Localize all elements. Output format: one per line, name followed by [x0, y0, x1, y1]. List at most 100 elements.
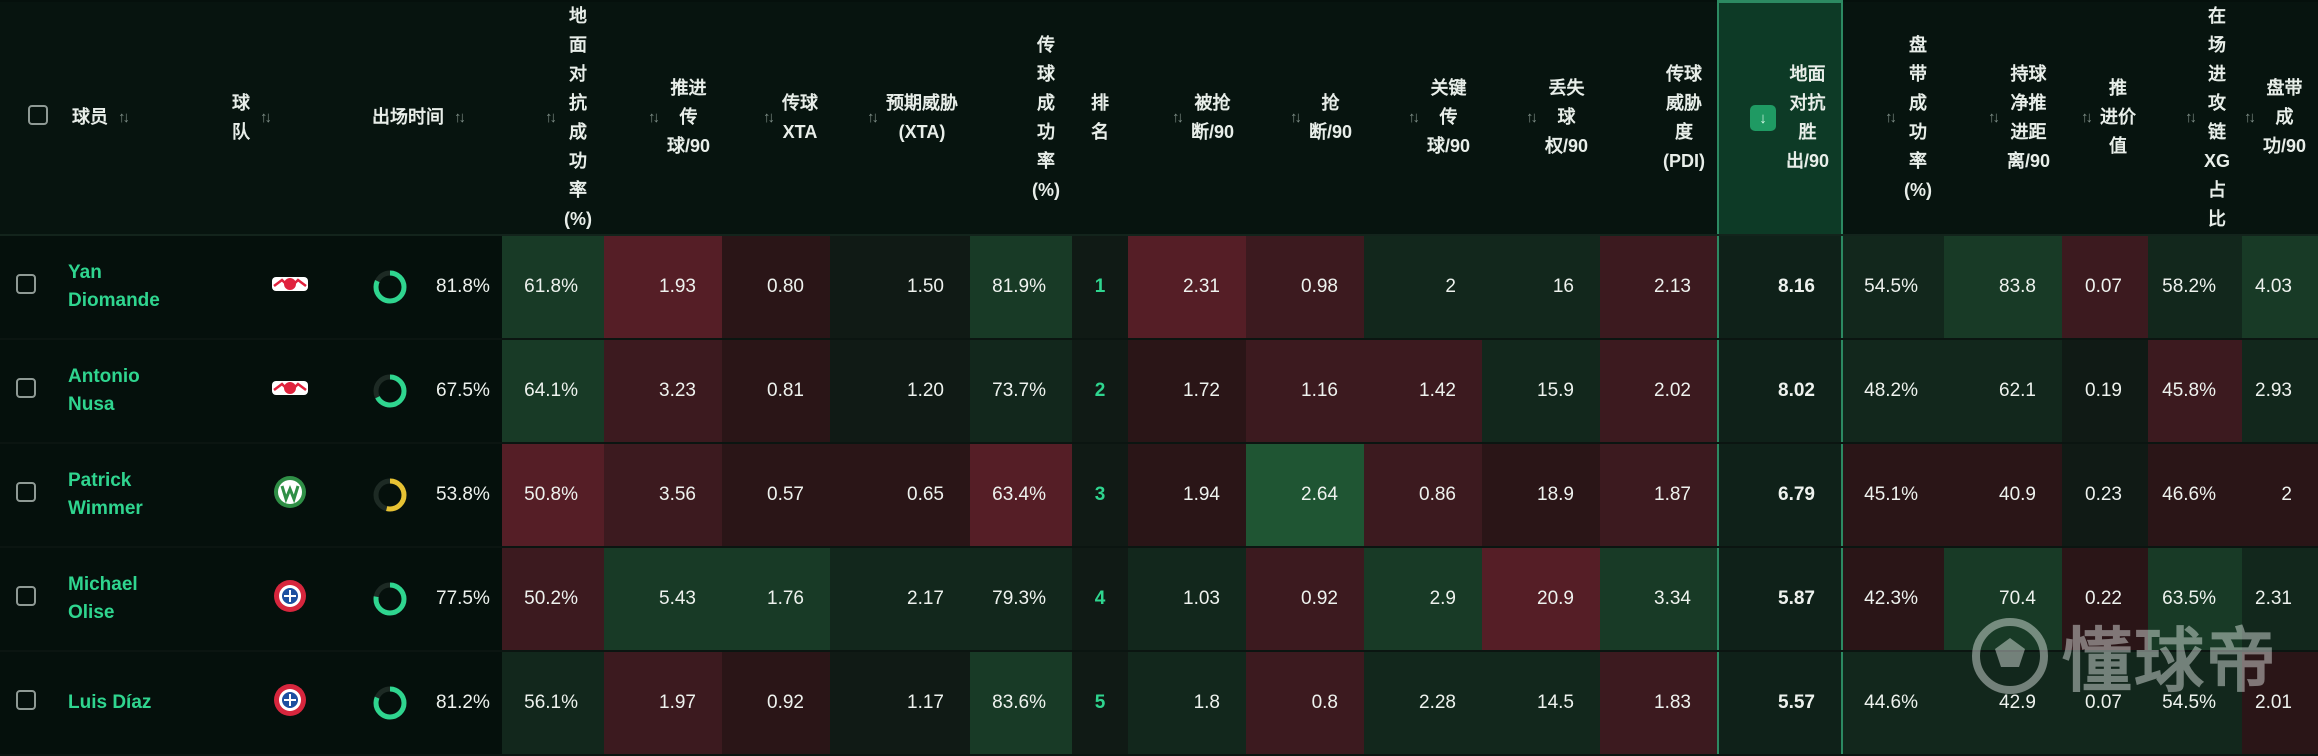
- col-header-exp-threat[interactable]: ↑↓ 预期威胁 (XTA): [830, 1, 970, 236]
- col-header-carry-dist[interactable]: ↑↓ 持球 净推 进距 离/90: [1944, 1, 2062, 236]
- cell-prog-value: 0.07: [2062, 650, 2148, 756]
- col-header-player[interactable]: 球员 ↑↓: [60, 1, 220, 236]
- col-header-tackles[interactable]: ↑↓ 抢 断/90: [1246, 1, 1364, 236]
- sort-icon[interactable]: ↑↓: [1407, 109, 1420, 126]
- arrow-down-icon[interactable]: ↓: [1749, 105, 1776, 132]
- cell-key-pass: 1.42: [1364, 338, 1482, 444]
- row-checkbox[interactable]: [16, 585, 36, 606]
- cell-exp-threat: 1.50: [830, 234, 970, 340]
- sort-icon[interactable]: ↑↓: [1289, 109, 1302, 126]
- cell-dispossessed: 1.03: [1128, 546, 1246, 652]
- col-header-rank[interactable]: 排 名: [1072, 1, 1128, 236]
- cell-pass-pct: 63.4%: [970, 442, 1072, 548]
- cell-ground-duel-pct: 64.1%: [502, 338, 604, 444]
- cell-rank: 4: [1072, 546, 1128, 652]
- minutes-ring-icon: [372, 269, 408, 305]
- sort-icon[interactable]: ↑↓: [1885, 109, 1897, 126]
- col-header-dispossessed[interactable]: ↑↓ 被抢 断/90: [1128, 1, 1246, 236]
- col-header-ground-duel-won[interactable]: ↓ 地面 对抗 胜 出/90: [1717, 0, 1843, 236]
- col-header-prog-value[interactable]: ↑↓ 推 进价 值: [2062, 1, 2148, 236]
- sort-icon[interactable]: ↑↓: [2184, 109, 2197, 126]
- col-header-dribble-pct[interactable]: ↑↓ 盘 带 成 功 率 (%): [1842, 1, 1944, 236]
- col-header-pass-xta[interactable]: ↑↓ 传球 XTA: [722, 1, 830, 236]
- col-header-dribbles[interactable]: ↑↓ 盘带 成 功/90: [2242, 1, 2318, 236]
- cell-ground-duel-pct: 50.8%: [502, 442, 604, 548]
- table-row[interactable]: Antonio Nusa 67.5% 64.1% 3.23 0.81 1.20 73.7% 2…: [0, 338, 2318, 444]
- col-header-key-pass[interactable]: ↑↓ 关键 传 球/90: [1364, 1, 1482, 236]
- header-label: 地 面 对 抗 成 功 率 (%): [564, 5, 592, 229]
- cell-dispossessed: 1.72: [1128, 338, 1246, 444]
- sort-icon[interactable]: ↑↓: [260, 109, 272, 126]
- cell-pass-xta: 0.92: [722, 650, 830, 756]
- cell-tackles: 2.64: [1246, 442, 1364, 548]
- col-header-pdi[interactable]: 传球 威胁 度 (PDI): [1600, 1, 1718, 236]
- header-label: 盘 带 成 功 率 (%): [1904, 34, 1932, 200]
- col-header-ground-duel-pct[interactable]: ↑↓ 地 面 对 抗 成 功 率 (%): [502, 1, 604, 236]
- cell-key-pass: 0.86: [1364, 442, 1482, 548]
- sort-icon[interactable]: ↑↓: [545, 109, 557, 126]
- sort-icon[interactable]: ↑↓: [647, 109, 660, 126]
- row-checkbox[interactable]: [16, 689, 36, 710]
- minutes-cell: 81.2%: [360, 650, 502, 756]
- sort-icon[interactable]: ↑↓: [1525, 109, 1538, 126]
- rb-leipzig-crest-icon: [270, 380, 310, 406]
- cell-carry-dist: 70.4: [1944, 546, 2062, 652]
- sort-icon[interactable]: ↑↓: [1987, 109, 2000, 126]
- select-all-checkbox[interactable]: [28, 105, 48, 125]
- cell-dribble-pct: 54.5%: [1842, 234, 1944, 340]
- team-cell: [220, 234, 360, 340]
- sort-icon[interactable]: ↑↓: [118, 109, 130, 126]
- sort-icon[interactable]: ↑↓: [1171, 109, 1184, 126]
- cell-pass-pct: 73.7%: [970, 338, 1072, 444]
- sort-icon[interactable]: ↑↓: [2243, 109, 2256, 126]
- sort-icon[interactable]: ↑↓: [867, 109, 879, 126]
- row-checkbox[interactable]: [16, 377, 36, 398]
- cell-pdi: 2.02: [1600, 338, 1718, 444]
- cell-dribble-pct: 45.1%: [1842, 442, 1944, 548]
- header-label: 关键 传 球/90: [1426, 78, 1470, 156]
- cell-carry-dist: 62.1: [1944, 338, 2062, 444]
- cell-pass-xta: 1.76: [722, 546, 830, 652]
- table-row[interactable]: Luis Díaz 81.2% 56.1% 1.97 0.92 1.17 83.6% 5 1.8…: [0, 650, 2318, 756]
- header-label: 被抢 断/90: [1190, 92, 1234, 142]
- cell-pdi: 3.34: [1600, 546, 1718, 652]
- col-header-pass-pct[interactable]: 传 球 成 功 率 (%): [970, 1, 1072, 236]
- header-label: 推 进价 值: [2100, 78, 2136, 156]
- cell-xg-chain: 54.5%: [2148, 650, 2242, 756]
- sort-icon[interactable]: ↑↓: [454, 109, 466, 126]
- minutes-ring-icon: [372, 685, 408, 721]
- cell-exp-threat: 0.65: [830, 442, 970, 548]
- cell-pass-pct: 81.9%: [970, 234, 1072, 340]
- player-name[interactable]: Patrick Wimmer: [60, 442, 220, 548]
- col-header-team[interactable]: 球 队 ↑↓: [220, 1, 360, 236]
- sort-icon[interactable]: ↑↓: [2081, 109, 2093, 126]
- player-name[interactable]: Antonio Nusa: [60, 338, 220, 444]
- player-name[interactable]: Luis Díaz: [60, 650, 220, 756]
- player-name[interactable]: Yan Diomande: [60, 234, 220, 340]
- cell-prog-pass: 1.97: [604, 650, 722, 756]
- sort-icon[interactable]: ↑↓: [763, 109, 775, 126]
- col-header-xg-chain[interactable]: ↑↓ 在 场 进 攻 链 XG 占 比: [2148, 1, 2242, 236]
- minutes-ring-icon: [372, 373, 408, 409]
- table-row[interactable]: Michael Olise 77.5% 50.2% 5.43 1.76 2.17 79.3%…: [0, 546, 2318, 652]
- cell-dispossessed: 1.94: [1128, 442, 1246, 548]
- col-header-minutes[interactable]: 出场时间 ↑↓: [360, 1, 502, 236]
- cell-possession-lost: 20.9: [1482, 546, 1600, 652]
- table-row[interactable]: Patrick Wimmer 53.8% 50.8% 3.56 0.57 0.65 63.4…: [0, 442, 2318, 548]
- cell-key-pass: 2: [1364, 234, 1482, 340]
- cell-dribble-pct: 48.2%: [1842, 338, 1944, 444]
- row-checkbox[interactable]: [16, 273, 36, 294]
- cell-pdi: 1.83: [1600, 650, 1718, 756]
- cell-dribbles: 2: [2242, 442, 2318, 548]
- header-label: 持球 净推 进距 离/90: [2006, 63, 2050, 171]
- cell-carry-dist: 40.9: [1944, 442, 2062, 548]
- bayern-crest-icon: [272, 683, 308, 723]
- cell-rank: 2: [1072, 338, 1128, 444]
- player-name[interactable]: Michael Olise: [60, 546, 220, 652]
- col-header-prog-pass[interactable]: ↑↓ 推进 传 球/90: [604, 1, 722, 236]
- row-checkbox[interactable]: [16, 481, 36, 502]
- table-row[interactable]: Yan Diomande 81.8% 61.8% 1.93 0.80 1.50 81.9% 1…: [0, 234, 2318, 340]
- col-header-possession-lost[interactable]: ↑↓ 丢失 球 权/90: [1482, 1, 1600, 236]
- cell-prog-value: 0.22: [2062, 546, 2148, 652]
- cell-key-pass: 2.28: [1364, 650, 1482, 756]
